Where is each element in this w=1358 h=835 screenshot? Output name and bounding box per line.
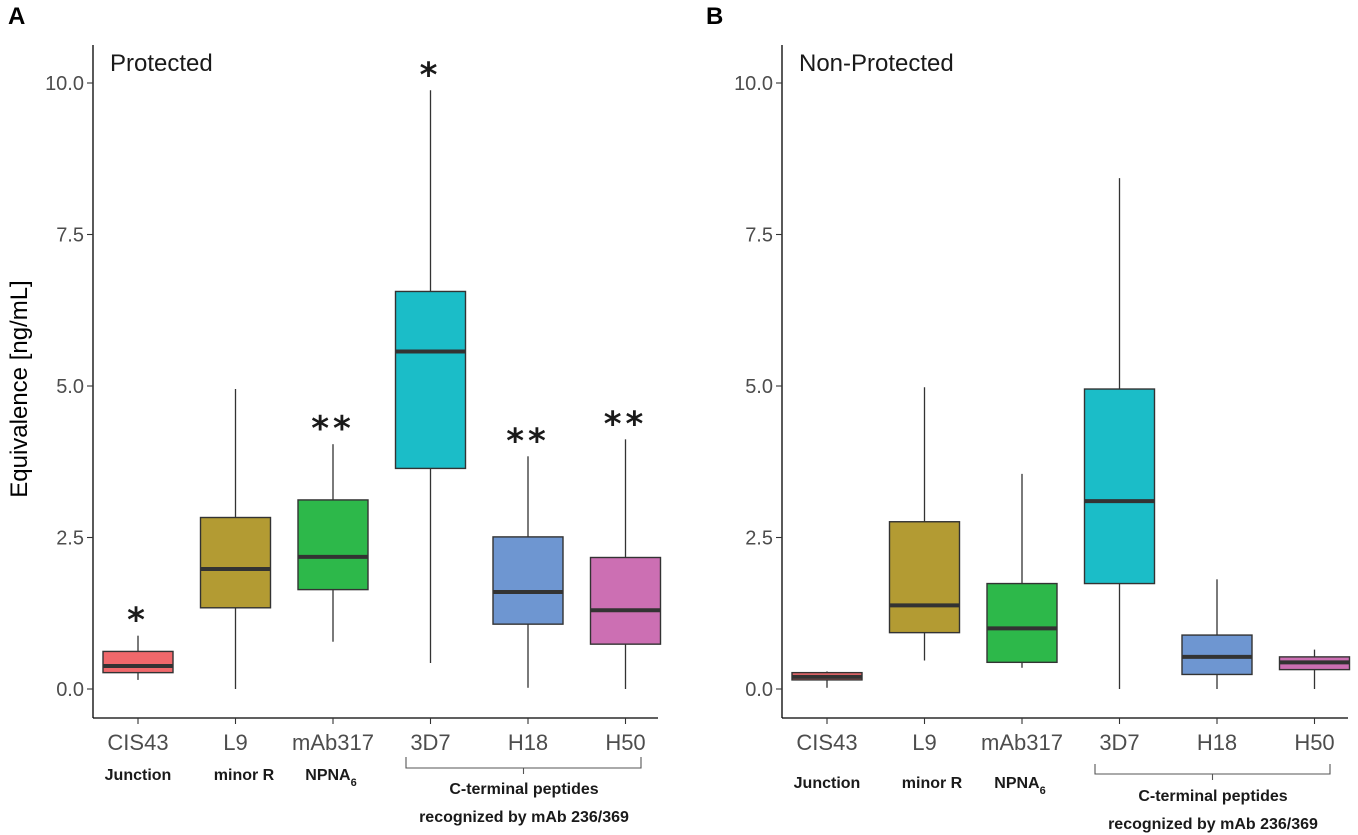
box-3d7 [1083,178,1156,689]
significance-cis43: * [127,601,149,641]
box-h18 [1181,579,1253,689]
y-tick-label: 7.5 [56,225,84,247]
x-tick-label-l9: L9 [912,730,936,755]
boxes [791,178,1351,689]
significance-h18: ** [506,421,550,461]
x-tick-label-l9: L9 [223,730,247,755]
y-ticks: 0.0 2.5 5.0 7.5 10.0 [734,73,782,701]
box-l9 [199,389,272,689]
y-tick-label: 5.0 [745,376,773,398]
group-label-cterm-line2: recognized by mAb 236/369 [419,809,629,826]
iqr-box [986,582,1058,664]
y-tick-label: 2.5 [745,528,773,550]
x-ticks: CIS43 L9 mAb317 3D7 H18 H50 [107,718,646,755]
significance-h50: ** [604,404,648,444]
x-tick-label-cis43: CIS43 [796,730,857,755]
group-label-minor-r: minor R [214,767,275,784]
iqr-box [492,536,564,625]
group-bracket [405,757,642,774]
box-mab317 [297,444,369,642]
box-h50 [589,439,662,689]
box-3d7 [394,90,467,663]
significance-mab317: ** [311,409,355,449]
x-tick-label-h18: H18 [1197,730,1237,755]
panel-title: Protected [110,50,213,77]
iqr-box [199,516,272,609]
y-ticks: 0.0 2.5 5.0 7.5 10.0 [45,73,93,701]
panel-a: A Equivalence [ng/mL] Protected 0.0 2.5 5.… [6,3,662,826]
iqr-box [394,290,467,470]
group-bracket [1094,764,1331,780]
x-tick-label-3d7: 3D7 [1099,730,1139,755]
panel-letter-a: A [8,3,25,30]
y-tick-label: 0.0 [745,679,773,701]
boxes [102,90,662,689]
y-tick-label: 7.5 [745,225,773,247]
box-cis43 [791,671,863,688]
y-axis-label: Equivalence [ng/mL] [6,280,33,497]
y-tick-label: 10.0 [734,73,773,95]
iqr-box [589,556,662,645]
iqr-box [102,650,174,674]
group-label-cterm-line1: C-terminal peptides [1138,788,1287,805]
group-label-junction: Junction [794,775,861,792]
y-tick-label: 0.0 [56,679,84,701]
iqr-box [297,499,369,591]
x-tick-label-3d7: 3D7 [410,730,450,755]
y-tick-label: 2.5 [56,528,84,550]
panel-b: B Non-Protected 0.0 2.5 5.0 7.5 10.0 CIS43 L9… [706,3,1351,833]
group-label-npna: NPNA6 [994,775,1045,797]
iqr-box [888,521,961,634]
x-tick-label-mab317: mAb317 [981,730,1063,755]
iqr-box [1083,388,1156,585]
x-tick-label-h50: H50 [605,730,645,755]
group-label-minor-r: minor R [902,775,963,792]
y-tick-label: 10.0 [45,73,84,95]
x-tick-label-h18: H18 [508,730,548,755]
group-label-cterm-line1: C-terminal peptides [449,781,598,798]
significance-3d7: * [420,55,442,95]
panel-letter-b: B [706,3,723,30]
y-tick-label: 5.0 [56,376,84,398]
box-h50 [1278,649,1351,689]
box-h18 [492,456,564,688]
box-mab317 [986,473,1058,668]
group-label-npna: NPNA6 [305,767,356,789]
panel-title: Non-Protected [799,50,954,77]
box-cis43 [102,635,174,680]
x-tick-label-mab317: mAb317 [292,730,374,755]
group-label-cterm-line2: recognized by mAb 236/369 [1108,816,1318,833]
iqr-box [1181,634,1253,676]
group-label-junction: Junction [105,767,172,784]
x-tick-label-cis43: CIS43 [107,730,168,755]
x-ticks: CIS43 L9 mAb317 3D7 H18 H50 [796,718,1335,755]
significance-marks: ****** ** [127,55,648,641]
x-tick-label-h50: H50 [1294,730,1334,755]
box-l9 [888,387,961,661]
